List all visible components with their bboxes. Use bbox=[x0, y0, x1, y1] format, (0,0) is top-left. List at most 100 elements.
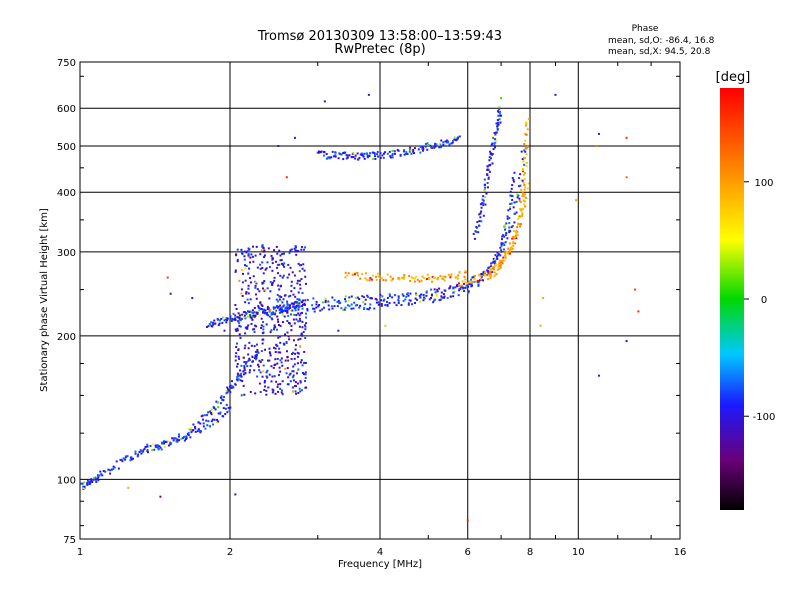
data-point bbox=[266, 313, 269, 316]
data-point bbox=[225, 316, 228, 319]
data-point bbox=[286, 276, 289, 279]
data-point bbox=[522, 169, 525, 172]
data-point bbox=[241, 380, 244, 383]
data-point bbox=[268, 373, 271, 376]
data-point bbox=[435, 293, 438, 296]
data-point bbox=[178, 439, 181, 442]
data-point bbox=[294, 390, 297, 393]
data-point bbox=[412, 277, 415, 280]
data-point bbox=[243, 255, 246, 258]
data-point bbox=[287, 335, 290, 338]
data-point bbox=[226, 319, 229, 322]
data-point bbox=[244, 344, 247, 347]
data-point bbox=[294, 245, 297, 248]
data-point bbox=[269, 354, 272, 357]
data-point bbox=[336, 300, 339, 303]
data-point bbox=[403, 274, 406, 277]
colorbar-tick-label: -100 bbox=[753, 412, 776, 423]
data-point bbox=[177, 435, 180, 438]
data-point bbox=[266, 376, 269, 379]
data-point bbox=[495, 122, 498, 125]
data-point bbox=[440, 291, 443, 294]
data-point bbox=[243, 314, 246, 317]
x-tick-label: 4 bbox=[377, 547, 383, 558]
data-point bbox=[96, 477, 99, 480]
data-point bbox=[203, 414, 206, 417]
data-point bbox=[197, 421, 200, 424]
data-point bbox=[327, 300, 330, 303]
data-point bbox=[192, 423, 195, 426]
data-point bbox=[242, 373, 245, 376]
data-point bbox=[115, 460, 118, 463]
data-point bbox=[299, 381, 302, 384]
data-point bbox=[188, 428, 191, 431]
data-point bbox=[371, 274, 374, 277]
data-point bbox=[363, 306, 366, 309]
data-point bbox=[254, 284, 257, 287]
data-point bbox=[107, 468, 110, 471]
data-point bbox=[330, 156, 333, 159]
data-point bbox=[382, 299, 385, 302]
data-point bbox=[253, 357, 256, 360]
data-point bbox=[253, 328, 256, 331]
data-point bbox=[388, 150, 391, 153]
data-point bbox=[286, 356, 289, 359]
data-point bbox=[151, 448, 154, 451]
data-point bbox=[298, 298, 301, 301]
data-point bbox=[277, 374, 280, 377]
data-point bbox=[255, 297, 258, 300]
data-point bbox=[284, 333, 287, 336]
data-point bbox=[238, 322, 241, 325]
data-point bbox=[297, 391, 300, 394]
data-point bbox=[248, 311, 251, 314]
data-point bbox=[484, 186, 487, 189]
data-point bbox=[488, 156, 491, 159]
data-point bbox=[252, 245, 255, 248]
data-point bbox=[224, 407, 227, 410]
data-point bbox=[245, 292, 248, 295]
data-point bbox=[446, 141, 449, 144]
data-point bbox=[440, 295, 443, 298]
data-point bbox=[509, 190, 512, 193]
data-point bbox=[466, 519, 469, 522]
data-point bbox=[364, 277, 367, 280]
data-point bbox=[262, 311, 265, 314]
data-point bbox=[477, 279, 480, 282]
data-point bbox=[264, 288, 267, 291]
data-point bbox=[498, 259, 501, 262]
data-point bbox=[291, 376, 294, 379]
data-point bbox=[384, 324, 387, 327]
data-point bbox=[276, 293, 279, 296]
data-point bbox=[235, 307, 238, 310]
data-point bbox=[244, 332, 247, 335]
data-point bbox=[187, 433, 190, 436]
data-point bbox=[276, 328, 279, 331]
data-point bbox=[319, 151, 322, 154]
data-point bbox=[269, 309, 272, 312]
data-point bbox=[499, 263, 502, 266]
data-point bbox=[407, 302, 410, 305]
data-point bbox=[212, 323, 215, 326]
data-point bbox=[254, 293, 257, 296]
data-point bbox=[263, 256, 266, 259]
data-point bbox=[500, 261, 503, 264]
data-point bbox=[508, 226, 511, 229]
data-point bbox=[91, 480, 94, 483]
data-point bbox=[502, 256, 505, 259]
data-point bbox=[301, 301, 304, 304]
data-point bbox=[449, 276, 452, 279]
data-point bbox=[274, 326, 277, 329]
data-point bbox=[102, 470, 105, 473]
data-point bbox=[502, 242, 505, 245]
data-point bbox=[268, 266, 271, 269]
data-point bbox=[277, 320, 280, 323]
data-point bbox=[325, 153, 328, 156]
data-point bbox=[238, 317, 241, 320]
data-point bbox=[237, 320, 240, 323]
data-point bbox=[295, 314, 298, 317]
data-point bbox=[511, 177, 514, 180]
data-point bbox=[430, 288, 433, 291]
data-point bbox=[625, 340, 628, 343]
data-point bbox=[522, 160, 525, 163]
data-point bbox=[149, 444, 152, 447]
